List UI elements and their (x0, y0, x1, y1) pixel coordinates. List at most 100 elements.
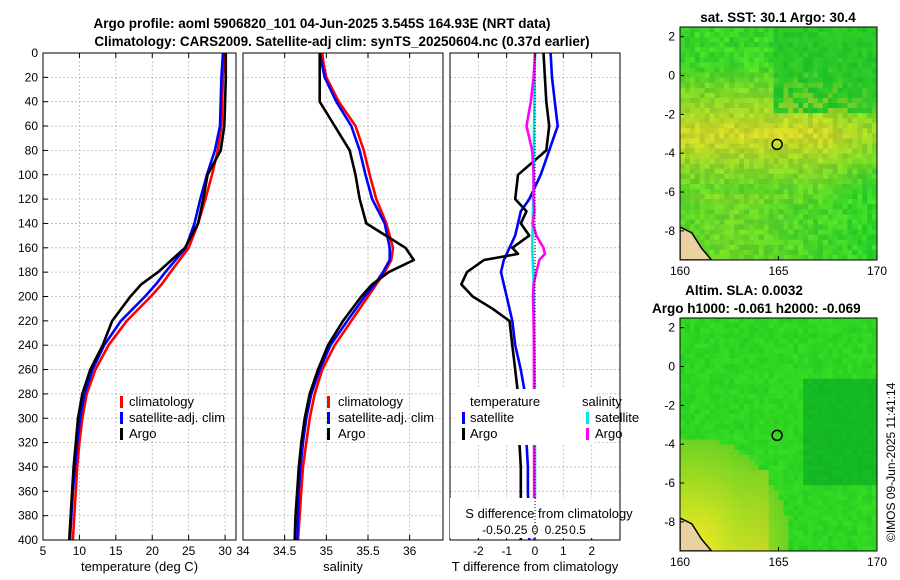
map-cell (729, 515, 735, 522)
map-cell (680, 87, 686, 94)
map-cell (847, 254, 853, 260)
map-cell (847, 178, 853, 185)
map-cell (852, 505, 858, 511)
y-tick-label: 160 (18, 241, 38, 255)
map-cell (798, 194, 804, 200)
map-cell (729, 113, 735, 119)
map-cell (709, 249, 715, 256)
map-cell (734, 219, 740, 225)
map-cell (748, 520, 755, 527)
map-cell (867, 57, 873, 63)
map-cell (748, 87, 755, 94)
map-cell (689, 444, 696, 451)
map-cell (852, 148, 858, 155)
map-cell (827, 133, 834, 139)
map-cell (862, 118, 868, 124)
map-cell (699, 485, 706, 491)
map-cell (817, 249, 824, 256)
map-cell (788, 414, 794, 420)
map-cell (798, 363, 804, 370)
map-cell (714, 113, 720, 119)
map-cell (808, 464, 814, 471)
map-cell (808, 123, 814, 129)
map-cell (788, 234, 794, 241)
map-cell (778, 530, 784, 537)
map-cell (812, 373, 819, 380)
map-cell (783, 178, 789, 185)
map-cell (812, 348, 819, 354)
map-cell (808, 535, 814, 542)
map-cell (724, 153, 730, 160)
map-cell (832, 383, 838, 390)
map-cell (729, 168, 735, 175)
map-cell (684, 189, 691, 195)
map-cell (680, 469, 686, 476)
map-cell (822, 244, 829, 251)
map-cell (704, 388, 710, 395)
map-cell (699, 42, 706, 48)
map-cell (704, 77, 710, 84)
map-cell (684, 184, 691, 190)
map-cell (812, 530, 819, 537)
map-cell (788, 102, 794, 109)
map-cell (812, 409, 819, 415)
map-cell (852, 184, 858, 190)
map-cell (832, 57, 838, 63)
map-cell (689, 87, 696, 94)
map-cell (832, 500, 838, 506)
map-cell (827, 67, 834, 73)
map-cell (734, 353, 740, 359)
map-cell (748, 459, 755, 466)
map-cell (803, 234, 809, 241)
map-cell (773, 338, 779, 344)
map-cell (798, 87, 804, 94)
map-cell (684, 464, 691, 471)
map-cell (704, 318, 710, 324)
map-cell (788, 449, 794, 456)
map-cell (852, 404, 858, 410)
map-cell (827, 239, 834, 246)
map-cell (862, 87, 868, 94)
map-cell (867, 505, 873, 511)
map-cell (847, 204, 853, 210)
map-cell (822, 429, 829, 435)
map-cell (793, 249, 799, 256)
map-cell (694, 510, 701, 516)
map-cell (724, 434, 730, 440)
map-cell (857, 108, 863, 114)
map-cell (857, 328, 863, 334)
map-cell (842, 378, 848, 385)
map-cell (872, 520, 877, 527)
map-cell (803, 133, 809, 139)
map-cell (857, 495, 863, 501)
y-tick-label: -4 (664, 146, 675, 160)
map-cell (778, 254, 784, 260)
map-cell (729, 47, 735, 53)
map-cell (822, 239, 829, 246)
map-cell (753, 323, 760, 329)
map-cell (817, 500, 824, 506)
map-cell (758, 97, 765, 104)
map-cell (714, 153, 720, 160)
map-cell (753, 510, 760, 516)
x-tick-label: 25 (182, 544, 196, 558)
map-cell (778, 525, 784, 532)
map-cell (744, 102, 750, 109)
map-cell (788, 434, 794, 440)
map-cell (748, 118, 755, 124)
map-cell (783, 118, 789, 124)
map-cell (817, 353, 824, 359)
map-cell (739, 414, 745, 420)
map-cell (714, 27, 720, 33)
map-cell (793, 158, 799, 165)
map-cell (827, 338, 834, 344)
map-cell (803, 189, 809, 195)
map-cell (729, 189, 735, 195)
map-cell (847, 429, 853, 435)
map-cell (758, 439, 765, 446)
map-cell (803, 328, 809, 334)
map-cell (832, 358, 838, 364)
map-cell (714, 540, 720, 547)
map-cell (808, 37, 814, 43)
map-cell (699, 378, 706, 385)
